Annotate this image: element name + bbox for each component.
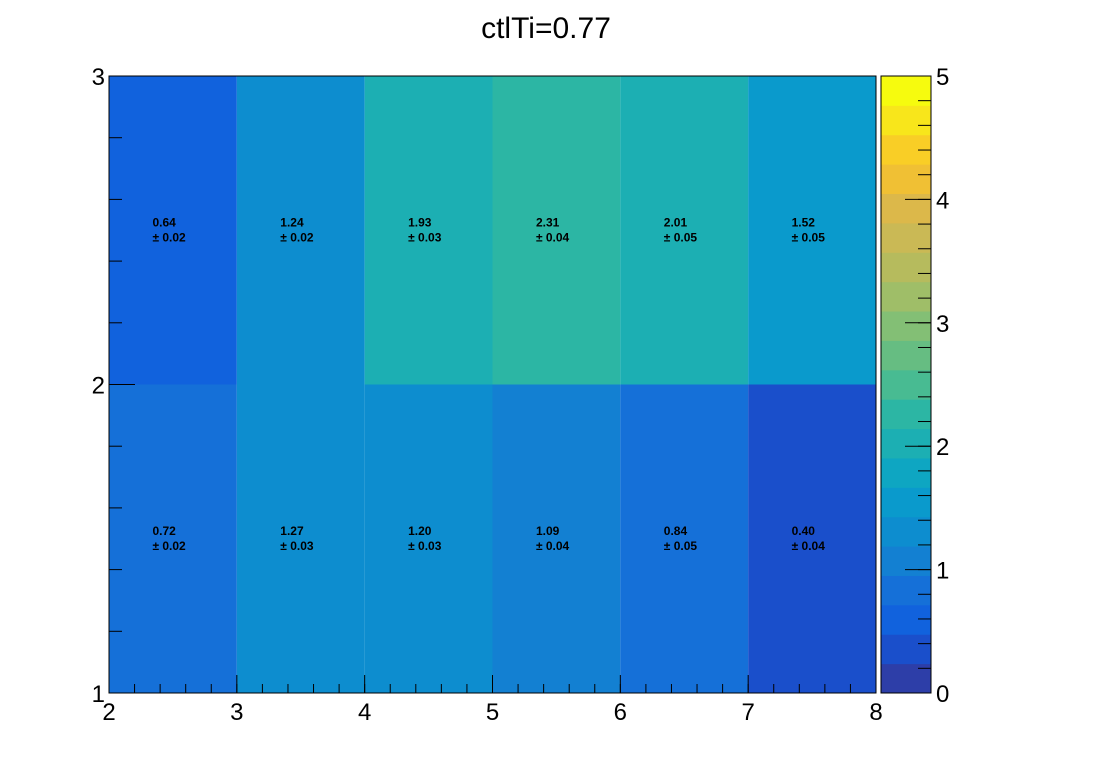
cell-labels: 0.72± 0.021.27± 0.031.20± 0.031.09± 0.04… bbox=[152, 215, 825, 553]
cell-value-label: 0.72 bbox=[152, 524, 176, 538]
colorbar-swatch bbox=[881, 311, 931, 341]
colorbar-swatch bbox=[881, 399, 931, 430]
colorbar-swatch bbox=[881, 487, 931, 518]
heatmap-cell bbox=[236, 384, 365, 693]
cell-error-label: ± 0.05 bbox=[664, 230, 698, 244]
x-tick-label: 7 bbox=[741, 699, 754, 726]
cell-value-label: 1.20 bbox=[408, 524, 432, 538]
y-tick-label: 2 bbox=[92, 373, 105, 400]
colorbar-tick-label: 3 bbox=[936, 311, 949, 338]
colorbar-swatch bbox=[881, 340, 931, 371]
heatmap-cells bbox=[109, 76, 876, 693]
colorbar-swatch bbox=[881, 634, 931, 665]
x-tick-label: 4 bbox=[358, 699, 371, 726]
x-tick-label: 6 bbox=[614, 699, 627, 726]
cell-value-label: 1.52 bbox=[792, 215, 816, 229]
cell-error-label: ± 0.02 bbox=[280, 230, 314, 244]
heatmap-cell bbox=[492, 76, 621, 385]
chart-title: ctlTi=0.77 bbox=[481, 12, 611, 45]
heatmap-cell bbox=[364, 384, 493, 693]
cell-value-label: 0.84 bbox=[664, 524, 688, 538]
colorbar-swatch bbox=[881, 516, 931, 547]
heatmap-cell bbox=[492, 384, 621, 693]
y-tick-label: 3 bbox=[92, 64, 105, 91]
heatmap-cell bbox=[748, 76, 876, 385]
colorbar-swatch bbox=[881, 428, 931, 459]
colorbar-tick-label: 0 bbox=[936, 681, 949, 708]
colorbar-swatch bbox=[881, 457, 931, 488]
colorbar-swatch bbox=[881, 164, 931, 195]
y-tick-label: 1 bbox=[92, 681, 105, 708]
cell-value-label: 1.09 bbox=[536, 524, 560, 538]
x-tick-label: 2 bbox=[102, 699, 115, 726]
cell-error-label: ± 0.05 bbox=[664, 539, 698, 553]
colorbar-swatch bbox=[881, 222, 931, 253]
cell-error-label: ± 0.04 bbox=[536, 539, 570, 553]
colorbar-swatch bbox=[881, 575, 931, 606]
cell-value-label: 1.24 bbox=[280, 215, 304, 229]
cell-value-label: 2.31 bbox=[536, 215, 560, 229]
heatmap-cell bbox=[364, 76, 493, 385]
heatmap-cell bbox=[748, 384, 876, 693]
colorbar-swatch bbox=[881, 105, 931, 136]
cell-error-label: ± 0.02 bbox=[152, 539, 186, 553]
colorbar-tick-label: 4 bbox=[936, 187, 949, 214]
x-tick-label: 8 bbox=[869, 699, 882, 726]
cell-error-label: ± 0.04 bbox=[536, 230, 570, 244]
cell-value-label: 2.01 bbox=[664, 215, 688, 229]
colorbar-swatch bbox=[881, 281, 931, 312]
colorbar-swatch bbox=[881, 369, 931, 400]
colorbar-tick-label: 1 bbox=[936, 558, 949, 585]
x-tick-label: 5 bbox=[486, 699, 499, 726]
cell-value-label: 0.64 bbox=[152, 215, 176, 229]
cell-value-label: 0.40 bbox=[792, 524, 816, 538]
cell-error-label: ± 0.05 bbox=[792, 230, 826, 244]
heatmap-cell bbox=[620, 76, 749, 385]
colorbar-tick-label: 5 bbox=[936, 64, 949, 91]
colorbar-swatch bbox=[881, 193, 931, 224]
cell-value-label: 1.93 bbox=[408, 215, 432, 229]
color-scale: 0 1 2 3 4 5 bbox=[880, 64, 949, 708]
heatmap-cell bbox=[109, 384, 237, 693]
heatmap-cell bbox=[236, 76, 365, 385]
cell-value-label: 1.27 bbox=[280, 524, 304, 538]
colorbar-swatch bbox=[881, 76, 931, 106]
cell-error-label: ± 0.03 bbox=[280, 539, 314, 553]
colorbar-tick-label: 2 bbox=[936, 434, 949, 461]
colorbar-swatch bbox=[881, 252, 931, 283]
x-tick-label: 3 bbox=[230, 699, 243, 726]
cell-error-label: ± 0.03 bbox=[408, 539, 442, 553]
heatmap-cell bbox=[109, 76, 237, 385]
heatmap-cell bbox=[620, 384, 749, 693]
colorbar-swatch bbox=[881, 604, 931, 635]
cell-error-label: ± 0.04 bbox=[792, 539, 826, 553]
cell-error-label: ± 0.02 bbox=[152, 230, 186, 244]
cell-error-label: ± 0.03 bbox=[408, 230, 442, 244]
colorbar-swatch bbox=[881, 546, 931, 576]
